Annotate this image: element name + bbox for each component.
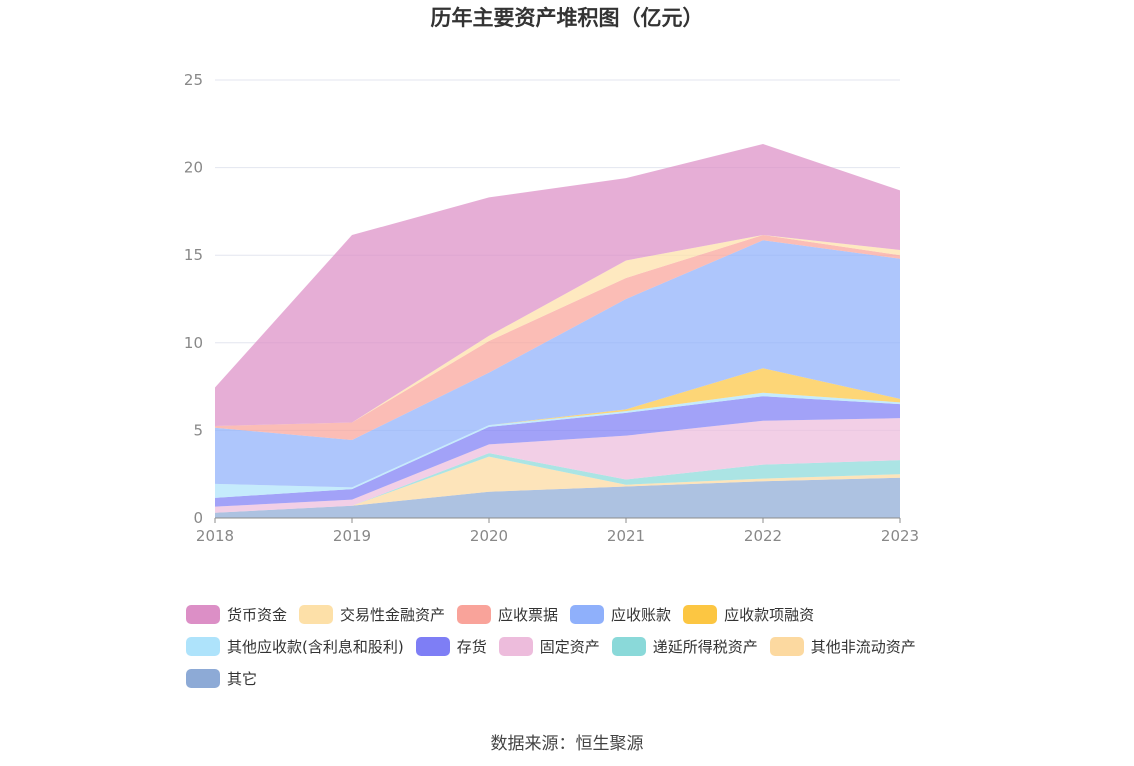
legend-item[interactable]: 货币资金 (186, 604, 287, 625)
legend-item[interactable]: 其它 (186, 668, 257, 689)
y-tick-label: 15 (184, 246, 203, 264)
area-series[interactable] (215, 396, 900, 507)
y-tick-label: 20 (184, 159, 203, 177)
legend-label: 递延所得税资产 (652, 637, 758, 656)
legend-item[interactable]: 应收款项融资 (683, 604, 814, 625)
legend-swatch (299, 604, 334, 624)
legend-item[interactable]: 其他非流动资产 (769, 636, 916, 657)
legend: 货币资金 交易性金融资产 应收票据 应收账款 应收款项融资其他应收款(含利息和股利) 存货… (186, 598, 986, 694)
legend-item[interactable]: 递延所得税资产 (611, 636, 758, 657)
y-tick-label: 5 (193, 421, 203, 439)
area-series[interactable] (215, 240, 900, 488)
legend-label: 其他非流动资产 (810, 637, 916, 656)
legend-swatch (186, 668, 220, 688)
legend-item[interactable]: 固定资产 (498, 636, 600, 657)
area-series-group (215, 143, 900, 518)
legend-item[interactable]: 应收票据 (457, 604, 558, 625)
legend-label: 应收票据 (498, 605, 559, 624)
legend-swatch (186, 636, 220, 656)
area-series[interactable] (215, 418, 900, 513)
x-tick-label: 2020 (470, 527, 508, 545)
axes: 0 5 10 15 20 25 2018 2019 2020 2021 2022 2023 (184, 71, 919, 545)
legend-swatch (498, 636, 533, 656)
legend-label: 交易性金融资产 (340, 605, 446, 624)
y-tick-label: 0 (193, 509, 203, 527)
chart-title: 历年主要资产堆积图（亿元） (430, 6, 704, 30)
legend-row: 其他应收款(含利息和股利) 存货 固定资产 递延所得税资产 其他非流动资产 (186, 630, 986, 662)
legend-label: 应收款项融资 (724, 605, 815, 624)
legend-swatch (769, 636, 804, 656)
legend-label: 应收账款 (611, 605, 672, 624)
legend-label: 其他应收款(含利息和股利) (227, 637, 404, 656)
stacked-area-chart: 0 5 10 15 20 25 2018 2019 2020 2021 2022 2023 (184, 71, 919, 545)
legend-swatch (415, 636, 450, 656)
legend-item[interactable]: 存货 (415, 636, 487, 657)
legend-item[interactable]: 其他应收款(含利息和股利) (186, 636, 404, 657)
source-note: 数据来源：恒生聚源 (490, 734, 644, 754)
y-tick-label: 10 (184, 334, 203, 352)
x-tick-label: 2022 (744, 527, 782, 545)
x-tick-label: 2019 (333, 527, 371, 545)
area-series[interactable] (215, 477, 900, 518)
legend-label: 货币资金 (227, 605, 288, 624)
x-tick-label: 2018 (196, 527, 234, 545)
legend-swatch (457, 604, 492, 624)
legend-label: 存货 (456, 637, 487, 656)
y-tick-label: 25 (184, 71, 203, 89)
area-series[interactable] (215, 456, 900, 513)
area-series[interactable] (215, 392, 900, 498)
legend-item[interactable]: 交易性金融资产 (299, 604, 445, 625)
legend-item[interactable]: 应收账款 (570, 604, 671, 625)
x-tick-label: 2021 (607, 527, 645, 545)
legend-swatch (186, 604, 220, 624)
legend-label: 固定资产 (539, 637, 600, 656)
legend-swatch (570, 604, 605, 624)
x-tick-label: 2023 (881, 527, 919, 545)
legend-swatch (683, 604, 718, 624)
legend-label: 其它 (227, 669, 258, 688)
legend-row: 货币资金 交易性金融资产 应收票据 应收账款 应收款项融资 (186, 598, 986, 630)
area-series[interactable] (215, 143, 900, 427)
legend-row: 其它 (186, 662, 986, 694)
legend-swatch (611, 636, 646, 656)
